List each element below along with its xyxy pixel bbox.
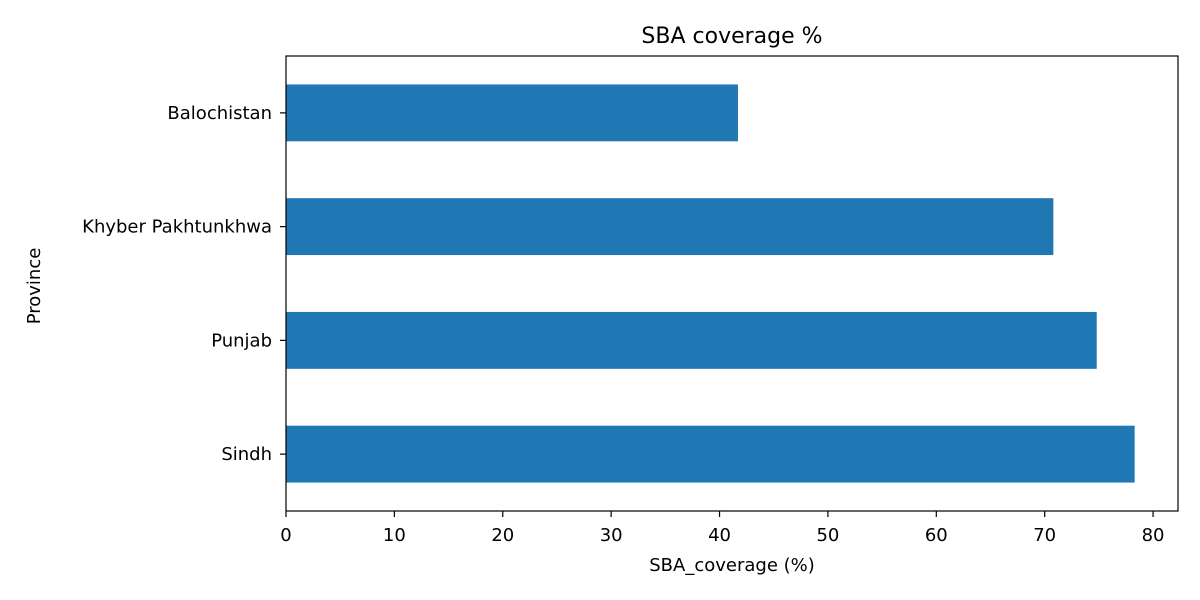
bar-khyber-pakhtunkhwa [286, 198, 1054, 256]
x-tick-label: 30 [600, 525, 623, 546]
x-tick-label: 80 [1142, 525, 1165, 546]
y-tick-label: Sindh [221, 444, 272, 465]
x-tick-label: 10 [383, 525, 406, 546]
y-axis-ticks: Balochistan Khyber Pakhtunkhwa Punjab Sindh [82, 103, 286, 465]
y-tick-label: Balochistan [167, 103, 272, 124]
bar-sindh [286, 425, 1135, 483]
x-tick-label: 0 [280, 525, 291, 546]
x-tick-label: 40 [708, 525, 731, 546]
x-axis-ticks: 0 10 20 30 40 50 60 70 80 [280, 511, 1165, 546]
x-tick-label: 20 [491, 525, 514, 546]
y-tick-label: Khyber Pakhtunkhwa [82, 217, 272, 238]
x-tick-label: 70 [1033, 525, 1056, 546]
y-tick-label: Punjab [211, 330, 272, 351]
y-axis-label: Province [24, 248, 45, 325]
x-tick-label: 50 [816, 525, 839, 546]
bar-punjab [286, 311, 1097, 369]
chart-title: SBA coverage % [641, 24, 822, 49]
x-axis-label: SBA_coverage (%) [649, 555, 815, 576]
bar-balochistan [286, 84, 738, 142]
x-tick-label: 60 [925, 525, 948, 546]
bars-group [286, 84, 1135, 483]
plot-frame [285, 55, 1179, 512]
